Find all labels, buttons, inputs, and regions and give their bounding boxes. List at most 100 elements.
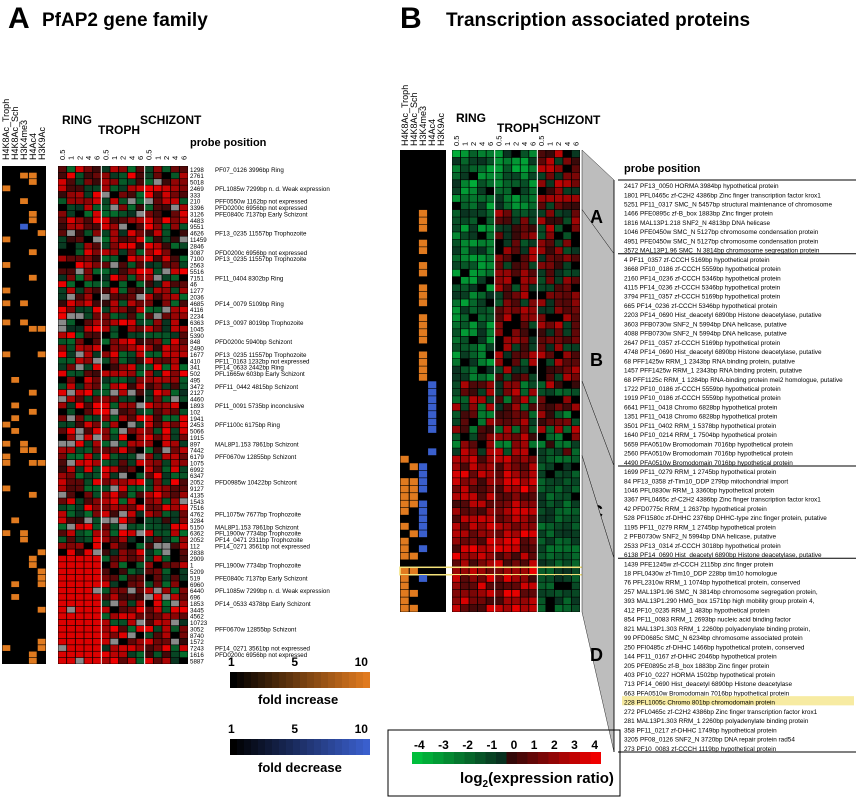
expression-cell — [136, 657, 145, 664]
expression-cell — [93, 210, 101, 217]
expression-cell — [537, 262, 546, 269]
expression-cell — [503, 597, 512, 605]
expression-cell — [93, 498, 101, 505]
expression-cell — [110, 300, 119, 307]
expression-cell — [75, 479, 84, 485]
expression-cell — [110, 306, 119, 313]
expression-cell — [563, 381, 572, 389]
expression-cell — [162, 428, 171, 434]
expression-cell — [452, 455, 461, 463]
expression-cell — [537, 351, 546, 359]
missing-cell — [127, 632, 136, 639]
expression-cell — [554, 232, 563, 240]
missing-cell — [136, 530, 145, 537]
expression-cell — [469, 262, 478, 269]
chip-cell — [20, 223, 28, 230]
expression-cell — [452, 291, 461, 299]
chip-cell — [28, 217, 37, 224]
expression-cell — [571, 254, 580, 262]
expression-cell — [503, 202, 512, 210]
expression-cell — [460, 291, 469, 299]
expression-cell — [537, 426, 546, 433]
expression-cell — [101, 600, 110, 607]
expression-cell — [179, 479, 188, 485]
missing-cell — [67, 606, 75, 613]
expression-cell — [67, 600, 75, 607]
expression-cell — [563, 604, 572, 612]
expression-cell — [101, 581, 110, 588]
probe-position-label: 7516 — [190, 505, 204, 512]
probe-position-label: 4483 — [190, 218, 204, 225]
expression-cell — [67, 370, 75, 377]
gene-annotation: PFD0200c 6956bp not expressed — [215, 205, 308, 212]
expression-cell — [75, 179, 84, 185]
missing-cell — [75, 313, 84, 319]
expression-cell — [171, 466, 179, 473]
expression-cell — [563, 299, 572, 307]
expression-cell — [162, 472, 171, 479]
chip-cell — [2, 453, 11, 460]
expression-cell — [93, 536, 101, 543]
expression-cell — [546, 552, 554, 560]
expression-cell — [67, 204, 75, 211]
expression-cell — [495, 291, 503, 299]
expression-cell — [571, 232, 580, 240]
expression-cell — [153, 625, 162, 632]
fold-increase-swatch — [244, 672, 251, 688]
expression-cell — [171, 408, 179, 415]
probe-position-header: probe position — [190, 137, 267, 149]
expression-cell — [67, 217, 75, 224]
expression-cell — [503, 299, 512, 307]
expression-cell — [460, 604, 469, 612]
expression-cell — [75, 287, 84, 294]
expression-cell — [452, 321, 461, 329]
expression-cell — [563, 202, 572, 210]
expression-cell — [179, 568, 188, 575]
expression-cell — [495, 582, 503, 590]
expression-cell — [179, 466, 188, 473]
expression-cell — [127, 504, 136, 511]
expression-cell — [101, 230, 110, 236]
expression-cell — [75, 581, 84, 588]
chip-cell — [428, 381, 437, 389]
expression-cell — [495, 180, 503, 187]
expression-cell — [546, 522, 554, 530]
expression-cell — [75, 185, 84, 192]
expression-cell — [179, 453, 188, 460]
gene-annotation: 68 PFF1125c RRM_1 1284bp RNA-binding pro… — [624, 377, 843, 384]
chip-cell — [20, 447, 28, 454]
expression-cell — [136, 645, 145, 651]
chip-cell — [409, 500, 418, 508]
expression-cell — [171, 511, 179, 517]
probe-position-label: 7442 — [190, 448, 204, 455]
expression-cell — [503, 373, 512, 381]
expression-cell — [460, 351, 469, 359]
expression-cell — [110, 491, 119, 498]
expression-cell — [153, 562, 162, 568]
gene-annotation: 4115 PF14_0236 zf-CCCH 5346bp hypothetic… — [624, 285, 781, 292]
expression-cell — [75, 453, 84, 460]
gene-annotation: PFE0840c 7137bp Early Schizont — [215, 211, 308, 218]
expression-cell — [93, 479, 101, 485]
fold-increase-swatch — [349, 672, 356, 688]
expression-cell — [503, 604, 512, 612]
expression-cell — [478, 150, 486, 158]
expression-cell — [58, 625, 67, 632]
expression-cell — [537, 522, 546, 530]
expression-cell — [179, 325, 188, 332]
expression-cell — [101, 325, 110, 332]
probe-position-label: 4762 — [190, 512, 204, 519]
expression-cell — [495, 530, 503, 538]
expression-cell — [67, 364, 75, 371]
expression-cell — [127, 319, 136, 326]
expression-cell — [529, 306, 537, 314]
probe-position-label: 1853 — [190, 601, 204, 608]
expression-cell — [84, 236, 93, 243]
expression-cell — [153, 204, 162, 211]
expression-cell — [486, 209, 495, 217]
expression-cell — [101, 434, 110, 441]
expression-cell — [58, 459, 67, 466]
expression-cell — [452, 366, 461, 374]
expression-cell — [512, 239, 520, 247]
expression-cell — [478, 597, 486, 605]
